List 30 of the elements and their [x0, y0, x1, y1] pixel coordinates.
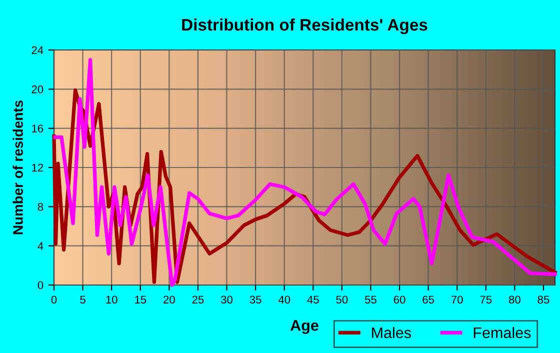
- x-tick-label: 10: [106, 296, 118, 304]
- y-tick-label: 12: [32, 164, 44, 172]
- x-tick-label: 40: [278, 296, 290, 304]
- y-axis-title: Number of residents: [12, 100, 23, 234]
- legend-label: Females: [474, 326, 531, 338]
- x-tick-label: 30: [221, 296, 233, 304]
- legend-label: Males: [372, 326, 411, 338]
- y-tick-label: 0: [38, 281, 44, 290]
- chart-title: Distribution of Residents' Ages: [182, 18, 428, 34]
- x-tick-label: 85: [538, 296, 550, 304]
- x-tick-label: 35: [250, 296, 262, 304]
- x-axis-title: Age: [290, 320, 318, 334]
- y-tick-label: 4: [38, 242, 44, 250]
- x-tick-label: 55: [364, 296, 376, 304]
- x-tick-label: 80: [508, 296, 520, 304]
- x-tick-label: 65: [422, 296, 434, 304]
- x-tick-label: 0: [51, 296, 57, 304]
- x-tick-label: 15: [135, 296, 146, 304]
- x-tick-label: 70: [451, 296, 463, 304]
- x-tick-label: 45: [307, 296, 319, 304]
- x-tick-label: 75: [480, 296, 492, 304]
- x-tick-label: 20: [164, 296, 175, 304]
- x-tick-label: 50: [336, 296, 348, 304]
- x-tick-label: 25: [192, 296, 204, 304]
- y-tick-label: 8: [38, 202, 44, 211]
- y-tick-label: 24: [32, 46, 44, 54]
- y-tick-label: 20: [32, 85, 44, 94]
- x-tick-label: 60: [394, 296, 406, 304]
- y-tick-label: 16: [32, 124, 44, 132]
- x-tick-label: 5: [80, 296, 86, 304]
